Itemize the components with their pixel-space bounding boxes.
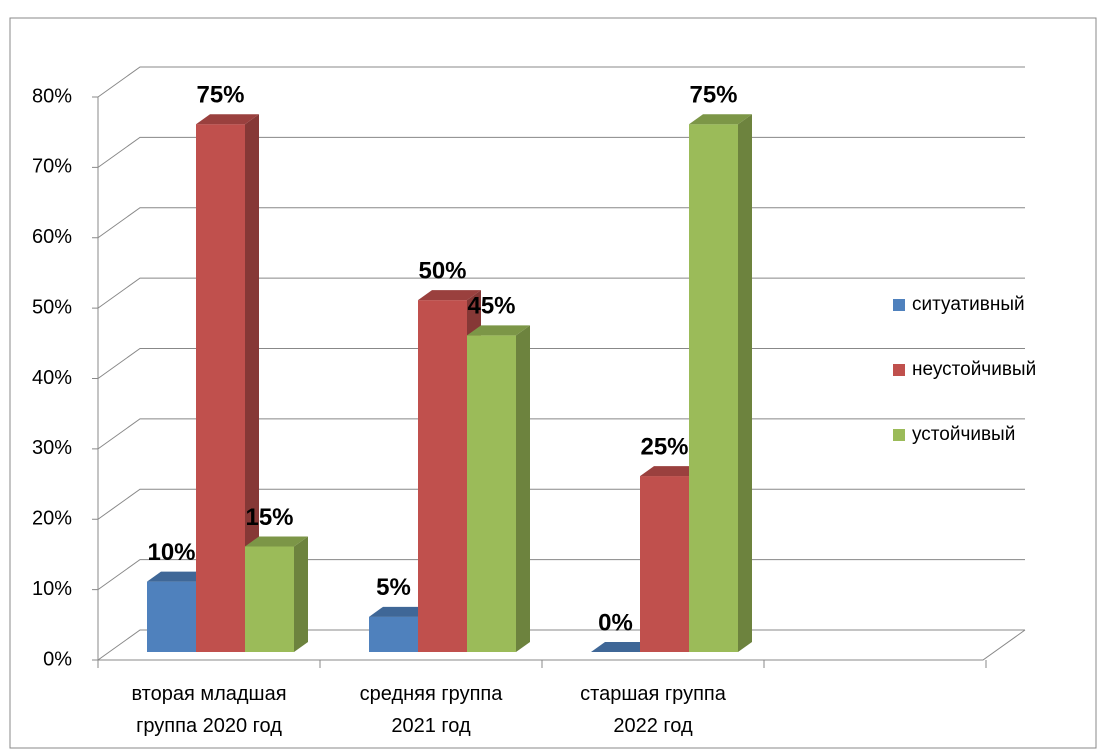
bar-front	[689, 124, 738, 652]
bar-side	[516, 325, 530, 652]
bar-side	[294, 536, 308, 652]
legend-label: ситуативный	[912, 294, 1025, 315]
x-tick-line: 2022 год	[613, 715, 693, 737]
value-label: 10%	[147, 539, 195, 566]
bar-top	[245, 536, 308, 547]
bar-front	[369, 616, 418, 652]
bar-top	[467, 325, 530, 336]
bar-front	[467, 335, 516, 652]
y-tick-label: 70%	[32, 156, 72, 178]
bar-front	[196, 124, 245, 652]
grid-line	[97, 66, 1025, 98]
bar-top	[640, 466, 703, 477]
value-label: 5%	[376, 574, 411, 601]
x-tick-label: средняя группа 2021 год	[360, 683, 504, 737]
bar-front	[640, 476, 689, 652]
y-tick-label: 50%	[32, 296, 72, 318]
y-tick-label: 20%	[32, 508, 72, 530]
value-label: 50%	[418, 257, 466, 284]
bar	[245, 536, 308, 652]
chart-border	[9, 17, 1097, 749]
y-tick-label: 80%	[32, 85, 72, 107]
bar-top	[689, 114, 752, 125]
x-tick-line: средняя группа	[360, 683, 504, 705]
bar	[467, 325, 530, 652]
value-label: 75%	[196, 82, 244, 109]
bar-top	[418, 290, 481, 301]
y-tick-label: 60%	[32, 226, 72, 248]
y-tick-label: 0%	[43, 648, 72, 670]
bar	[689, 114, 752, 652]
floor	[98, 629, 1026, 661]
y-tick-label: 40%	[32, 367, 72, 389]
bar	[591, 642, 654, 652]
bar-top	[147, 571, 210, 582]
bar-side	[245, 114, 259, 652]
bar-front	[245, 546, 294, 652]
bar	[196, 114, 259, 652]
value-label: 0%	[598, 609, 633, 636]
bar-front	[418, 300, 467, 652]
x-tick-line: старшая группа	[580, 683, 727, 705]
legend-swatch	[893, 299, 905, 311]
bar-front	[147, 581, 196, 652]
y-tick-label: 10%	[32, 578, 72, 600]
bar-side	[738, 114, 752, 652]
x-tick-line: вторая младшая	[131, 683, 286, 705]
value-label: 75%	[689, 82, 737, 109]
legend-swatch	[893, 429, 905, 441]
value-label: 15%	[245, 504, 293, 531]
bar-top	[369, 606, 432, 617]
bar-top	[591, 642, 654, 652]
x-tick-line: 2021 год	[391, 715, 471, 737]
legend-label: неустойчивый	[912, 359, 1036, 380]
x-tick-line: группа 2020 год	[136, 715, 282, 737]
y-tick-label: 30%	[32, 437, 72, 459]
bar-top	[196, 114, 259, 125]
x-tick-label: вторая младшая группа 2020 год	[131, 683, 286, 737]
legend-label: устойчивый	[912, 424, 1015, 445]
x-tick-label: старшая группа 2022 год	[580, 683, 727, 737]
value-label: 45%	[467, 293, 515, 320]
legend-swatch	[893, 364, 905, 376]
value-label: 25%	[640, 433, 688, 460]
